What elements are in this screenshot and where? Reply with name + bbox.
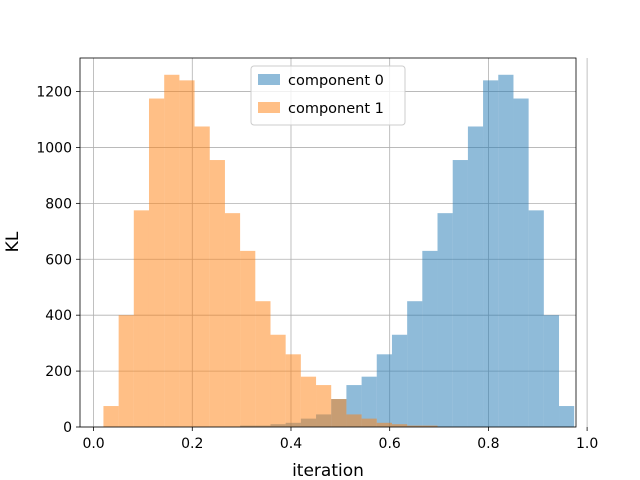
y-tick-label-3: 600 [45, 252, 72, 268]
bar-component-1-bin-18 [376, 422, 392, 427]
x-tick-label-4: 0.8 [477, 436, 499, 452]
bar-component-1-bin-5 [179, 80, 195, 427]
bar-component-0-bin-27 [513, 98, 529, 427]
x-tick-label-2: 0.4 [280, 436, 302, 452]
legend-label-component-0: component 0 [288, 73, 384, 89]
bar-component-1-bin-11 [270, 334, 286, 427]
legend-frame [250, 65, 406, 126]
bar-component-1-bin-1 [118, 315, 134, 427]
y-tick-label-4: 800 [45, 196, 72, 212]
x-tick-label-3: 0.6 [379, 436, 401, 452]
bar-component-1-bin-4 [164, 74, 180, 427]
bar-component-1-bin-14 [316, 385, 332, 427]
bar-component-1-bin-13 [300, 376, 317, 427]
bars [103, 74, 575, 427]
x-axis-label: iteration [292, 461, 364, 480]
y-tick-label-6: 1200 [36, 85, 72, 101]
bar-component-1-bin-2 [133, 210, 149, 427]
legend-label-component-1: component 1 [288, 101, 384, 117]
bar-component-0-bin-18 [376, 354, 392, 427]
plot-frame [79, 57, 577, 428]
bar-component-0-bin-29 [543, 315, 560, 427]
bar-component-1-bin-6 [194, 126, 210, 427]
y-axis-label: KL [3, 231, 23, 252]
bar-component-0-bin-21 [422, 250, 438, 427]
bar-component-0-bin-26 [498, 74, 514, 427]
bar-component-1-bin-12 [285, 354, 301, 427]
y-tick-label-0: 0 [63, 420, 72, 436]
bar-component-1-bin-16 [346, 414, 362, 427]
x-tick-label-0: 0.0 [82, 436, 104, 452]
bar-component-1-bin-19 [391, 424, 408, 427]
bar-component-0-bin-17 [361, 376, 377, 427]
bar-component-0-bin-24 [467, 126, 484, 427]
x-tick-label-1: 0.2 [181, 436, 203, 452]
bar-component-1-bin-10 [255, 301, 271, 427]
bar-component-1-bin-21 [422, 425, 438, 427]
bar-component-0-bin-28 [528, 210, 544, 427]
bar-component-0-bin-23 [452, 160, 468, 427]
bar-component-0-bin-25 [483, 80, 499, 427]
y-tick-label-2: 400 [45, 308, 72, 324]
bar-component-0-bin-30 [559, 406, 575, 427]
bar-component-0-bin-19 [391, 334, 408, 427]
bar-component-1-bin-20 [407, 425, 423, 427]
legend-swatch-component-0 [258, 74, 280, 85]
legend-swatch-component-1 [258, 102, 280, 113]
bar-component-1-bin-9 [240, 250, 256, 427]
bar-component-1-bin-7 [209, 160, 225, 427]
legend: component 0 component 1 [250, 65, 406, 126]
bar-component-0-bin-20 [407, 301, 423, 427]
bar-component-1-bin-8 [224, 213, 241, 427]
bar-component-1-bin-17 [361, 418, 377, 427]
bar-component-0-bin-22 [437, 213, 453, 427]
y-tick-label-5: 1000 [36, 140, 72, 156]
x-axis-ticks: 0.0 0.2 0.4 0.6 0.8 1.0 [82, 427, 598, 452]
y-axis-ticks: 0 200 400 600 800 1000 1200 [36, 85, 80, 436]
x-tick-label-5: 1.0 [576, 436, 598, 452]
bar-component-1-bin-15 [331, 399, 347, 427]
bar-component-1-bin-0 [103, 406, 119, 427]
bar-component-1-bin-3 [148, 98, 165, 427]
y-tick-label-1: 200 [45, 364, 72, 380]
